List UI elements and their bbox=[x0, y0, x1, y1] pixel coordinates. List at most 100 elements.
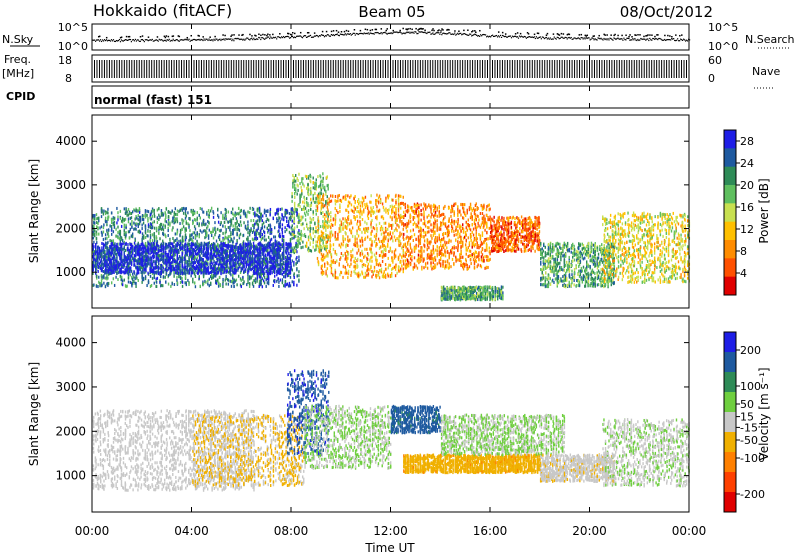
range-cell bbox=[133, 280, 134, 283]
range-cell bbox=[166, 208, 167, 211]
range-cell bbox=[213, 236, 214, 239]
nsearch-point bbox=[365, 29, 367, 31]
range-cell bbox=[255, 233, 256, 236]
nsky-point bbox=[525, 36, 526, 37]
range-cell bbox=[173, 240, 174, 243]
nsky-point bbox=[612, 40, 613, 41]
range-cell bbox=[156, 237, 157, 240]
range-cell bbox=[260, 281, 261, 284]
nsearch-point bbox=[387, 28, 389, 30]
range-cell bbox=[101, 210, 102, 213]
date-title: 08/Oct/2012 bbox=[620, 3, 713, 21]
range-cell bbox=[195, 228, 196, 231]
nsky-point bbox=[100, 39, 101, 40]
range-cell bbox=[136, 209, 137, 212]
range-cell bbox=[239, 224, 240, 227]
nsky-point bbox=[152, 39, 153, 40]
range-cell bbox=[261, 216, 262, 219]
range-cell bbox=[161, 284, 162, 287]
range-cell bbox=[268, 282, 269, 285]
nsky-point bbox=[592, 38, 593, 39]
range-cell bbox=[259, 217, 260, 220]
range-cell bbox=[169, 239, 170, 242]
range-cell bbox=[152, 215, 153, 218]
nsky-point bbox=[535, 38, 536, 39]
range-cell bbox=[150, 275, 151, 278]
nsearch-point bbox=[433, 30, 435, 32]
nsearch-point bbox=[448, 29, 450, 31]
range-cell bbox=[238, 275, 239, 278]
range-cell bbox=[203, 221, 204, 224]
range-cell bbox=[224, 217, 225, 220]
range-cell bbox=[231, 238, 232, 241]
range-cell bbox=[152, 209, 153, 212]
nsky-point bbox=[326, 35, 327, 36]
nsky-point bbox=[571, 37, 572, 38]
range-cell bbox=[215, 231, 216, 234]
range-cell bbox=[254, 223, 255, 226]
range-cell bbox=[246, 283, 247, 286]
range-cell bbox=[252, 238, 253, 241]
range-cell bbox=[281, 208, 282, 211]
nsky-point bbox=[328, 34, 329, 35]
nsearch-point bbox=[399, 30, 401, 32]
range-cell bbox=[220, 211, 221, 214]
nsearch-point bbox=[675, 34, 677, 36]
nsky-point bbox=[439, 34, 440, 35]
nsearch-point bbox=[569, 34, 571, 36]
range-cell bbox=[225, 215, 226, 218]
range-cell bbox=[283, 235, 284, 238]
range-cell bbox=[101, 284, 102, 287]
range-cell bbox=[171, 282, 172, 285]
range-cell bbox=[285, 275, 286, 278]
range-cell bbox=[105, 217, 106, 220]
range-cell bbox=[240, 216, 241, 219]
range-cell bbox=[278, 229, 279, 232]
range-cell bbox=[128, 220, 129, 223]
range-cell bbox=[264, 281, 265, 284]
range-cell bbox=[260, 233, 261, 236]
nsky-point bbox=[249, 39, 250, 40]
range-cell bbox=[141, 281, 142, 284]
range-cell bbox=[218, 245, 219, 248]
range-cell bbox=[245, 212, 246, 215]
nsky-point bbox=[320, 35, 321, 36]
range-cell bbox=[172, 226, 173, 229]
range-cell bbox=[97, 222, 98, 225]
range-cell bbox=[262, 261, 263, 264]
nsky-point bbox=[130, 39, 131, 40]
range-cell bbox=[282, 234, 283, 237]
nsky-point bbox=[374, 33, 375, 34]
range-cell bbox=[195, 219, 196, 222]
nsky-point bbox=[622, 40, 623, 41]
range-cell bbox=[183, 225, 184, 228]
cpid-value: normal (fast) 151 bbox=[94, 93, 212, 107]
range-cell bbox=[211, 231, 212, 234]
range-cell bbox=[122, 218, 123, 221]
nsearch-point bbox=[629, 34, 631, 36]
range-cell bbox=[247, 231, 248, 234]
range-cell bbox=[281, 218, 282, 221]
range-cell bbox=[242, 278, 243, 281]
nsky-point bbox=[541, 38, 542, 39]
nsearch-point bbox=[99, 36, 101, 38]
range-cell bbox=[197, 232, 198, 235]
nsky-point bbox=[369, 34, 370, 35]
range-cell bbox=[218, 221, 219, 224]
range-cell bbox=[124, 207, 125, 210]
nsearch-point bbox=[279, 33, 281, 35]
range-cell bbox=[145, 209, 146, 212]
range-cell bbox=[130, 228, 131, 231]
nsearch-point bbox=[515, 33, 517, 35]
nsky-point bbox=[166, 41, 167, 42]
range-cell bbox=[131, 212, 132, 215]
range-cell bbox=[267, 275, 268, 278]
range-cell bbox=[165, 216, 166, 219]
nsky-point bbox=[670, 39, 671, 40]
nsky-point bbox=[276, 38, 277, 39]
nsearch-point bbox=[432, 28, 434, 30]
range-cell bbox=[220, 229, 221, 232]
range-cell bbox=[96, 237, 97, 240]
range-cell bbox=[168, 283, 169, 286]
nsearch-point bbox=[233, 34, 235, 36]
